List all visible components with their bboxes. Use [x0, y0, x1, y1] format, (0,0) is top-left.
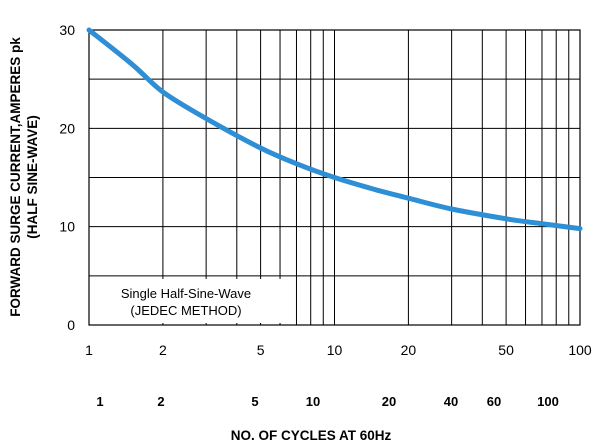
y-tick-label: 10: [59, 219, 75, 235]
x-tick-label-secondary: 5: [251, 394, 258, 409]
x-tick-label-secondary: 40: [444, 394, 458, 409]
annotation-line-1: Single Half-Sine-Wave: [121, 286, 251, 301]
x-tick-label-secondary: 1: [96, 394, 103, 409]
x-tick-label-secondary: 10: [306, 394, 320, 409]
x-tick-label-secondary: 2: [157, 394, 164, 409]
y-tick-label: 30: [59, 22, 75, 38]
series-line: [86, 27, 583, 232]
y-tick-label: 0: [67, 317, 75, 333]
x-tick-label: 10: [327, 342, 343, 358]
x-tick-labels: 1 2 5 10 20 50 100: [85, 342, 592, 358]
x-tick-label: 50: [498, 342, 514, 358]
x-tick-label: 1: [85, 342, 93, 358]
x-tick-label: 100: [568, 342, 592, 358]
y-axis-label-line-1: FORWARD SURGE CURRENT,AMPERES pk: [8, 37, 23, 317]
x-tick-label: 2: [159, 342, 167, 358]
x-tick-label-secondary: 100: [537, 394, 559, 409]
x-tick-label-secondary: 60: [487, 394, 501, 409]
y-tick-labels: 0 10 20 30: [59, 22, 75, 333]
annotation-box: Single Half-Sine-Wave (JEDEC METHOD): [97, 279, 291, 323]
annotation-line-2: (JEDEC METHOD): [130, 303, 241, 318]
annotation-background: [97, 279, 291, 323]
grid: [89, 30, 580, 325]
x-axis-label: NO. OF CYCLES AT 60Hz: [231, 428, 392, 443]
plot-frame: [88, 29, 581, 326]
x-tick-labels-secondary: 1 2 5 10 20 40 60 100: [96, 394, 558, 409]
x-tick-label-secondary: 20: [382, 394, 396, 409]
x-tick-label: 20: [401, 342, 417, 358]
x-tick-label: 5: [257, 342, 265, 358]
y-tick-label: 20: [59, 120, 75, 136]
y-axis-label-line-2: (HALF SINE-WAVE): [25, 115, 40, 239]
